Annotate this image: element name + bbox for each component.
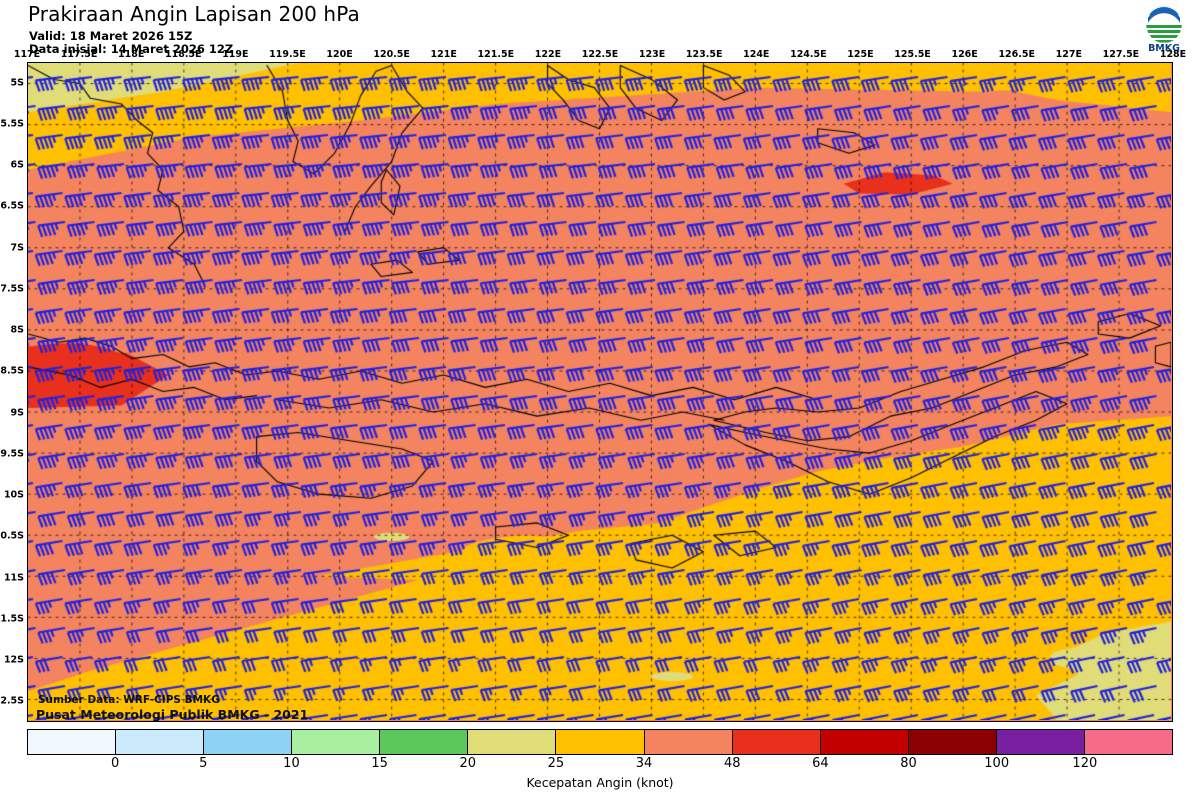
y-tick-label: 9S	[10, 407, 24, 419]
colorbar: 0 5 10 15 20 25 34 48 64 80 100 120	[27, 729, 1173, 771]
y-tick-label: 12.5S	[0, 695, 24, 707]
x-tick-label: 126E	[951, 49, 978, 60]
x-tick-label: 122.5E	[581, 49, 619, 60]
colorbar-tick-label: 80	[900, 756, 917, 771]
y-tick-label: 11.5S	[0, 613, 24, 625]
bmkg-logo-label: BMKG	[1148, 43, 1180, 54]
x-tick-label: 124.5E	[790, 49, 827, 60]
colorbar-segment	[468, 730, 557, 754]
colorbar-gradient	[27, 729, 1173, 755]
y-tick-label: 10S	[3, 489, 24, 501]
colorbar-segment	[996, 730, 1085, 754]
colorbar-segment	[820, 730, 909, 754]
x-tick-label: 117.5E	[60, 49, 98, 60]
source-data-label: Sumber Data: WRF-CIPS BMKG	[38, 694, 220, 706]
x-tick-label: 118.5E	[164, 49, 202, 60]
x-tick-label: 123E	[638, 49, 666, 60]
y-tick-label: 9.5S	[0, 448, 24, 460]
y-tick-label: 12S	[3, 654, 24, 666]
colorbar-segment	[116, 730, 205, 754]
map-plot-area[interactable]	[27, 62, 1173, 722]
colorbar-segment	[732, 730, 821, 754]
colorbar-tick-label: 48	[723, 756, 741, 771]
colorbar-segment	[644, 730, 733, 754]
x-tick-label: 125E	[847, 49, 874, 60]
y-tick-label: 5S	[10, 77, 24, 89]
y-tick-label: 8.5S	[0, 365, 24, 377]
colorbar-tick-label: 100	[984, 756, 1010, 771]
y-tick-label: 6S	[10, 159, 24, 171]
y-tick-label: 8S	[10, 324, 24, 336]
y-tick-label: 5.5S	[0, 118, 24, 130]
wind-field-canvas	[28, 63, 1171, 720]
colorbar-tick-label: 0	[111, 756, 120, 771]
colorbar-tick-label: 10	[283, 756, 300, 771]
colorbar-tick-label: 34	[635, 756, 653, 771]
colorbar-tick-label: 120	[1072, 756, 1098, 771]
colorbar-segment	[204, 730, 293, 754]
x-tick-label: 118E	[118, 49, 145, 60]
colorbar-segment	[908, 730, 997, 754]
colorbar-segment	[28, 730, 117, 754]
page-title: Prakiraan Angin Lapisan 200 hPa	[28, 2, 360, 26]
bmkg-logo: BMKG	[1136, 6, 1192, 56]
colorbar-segment	[380, 730, 469, 754]
colorbar-tick-label: 20	[459, 756, 477, 771]
colorbar-segment	[556, 730, 645, 754]
x-tick-label: 121E	[430, 49, 457, 60]
x-tick-label: 124E	[743, 49, 770, 60]
colorbar-segment	[1084, 730, 1173, 754]
x-tick-label: 117E	[13, 49, 41, 60]
colorbar-title: Kecepatan Angin (knot)	[526, 775, 674, 790]
colorbar-tick-label: 25	[547, 756, 565, 771]
initial-data-label: Data inisial: 14 Maret 2026 12Z	[29, 42, 234, 56]
x-tick-label: 127.5E	[1102, 49, 1140, 60]
x-tick-label: 119E	[222, 49, 249, 60]
x-tick-label: 127E	[1055, 49, 1082, 60]
x-tick-label: 122E	[534, 49, 562, 60]
publisher-label: Pusat Meteorologi Publik BMKG - 2021	[36, 707, 309, 722]
bmkg-logo-icon	[1145, 6, 1183, 44]
y-tick-label: 7.5S	[0, 283, 24, 295]
x-tick-label: 119.5E	[269, 49, 306, 60]
colorbar-tick-label: 15	[371, 756, 388, 771]
x-tick-label: 120E	[326, 49, 353, 60]
colorbar-segment	[292, 730, 381, 754]
y-tick-label: 10.5S	[0, 530, 24, 542]
y-tick-label: 7S	[10, 242, 24, 254]
valid-time-label: Valid: 18 Maret 2026 15Z	[29, 29, 193, 43]
colorbar-tick-label: 5	[199, 756, 208, 771]
x-tick-label: 120.5E	[373, 49, 410, 60]
y-tick-label: 6.5S	[0, 200, 24, 212]
bmkg-emblem-svg	[1145, 6, 1183, 44]
x-tick-label: 123.5E	[685, 49, 723, 60]
y-tick-label: 11S	[3, 572, 24, 584]
x-tick-label: 125.5E	[894, 49, 931, 60]
x-tick-label: 128E	[1159, 49, 1187, 60]
colorbar-tick-label: 64	[812, 756, 829, 771]
x-tick-label: 126.5E	[998, 49, 1035, 60]
x-tick-label: 121.5E	[477, 49, 515, 60]
